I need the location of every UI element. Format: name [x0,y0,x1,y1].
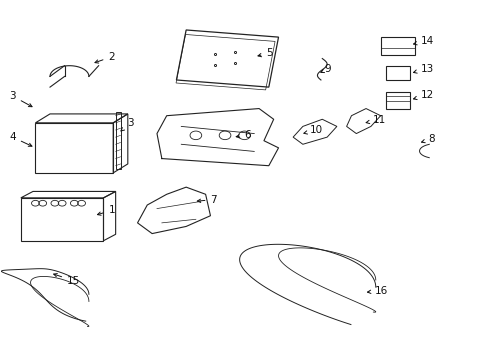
Text: 5: 5 [258,48,272,58]
Text: 15: 15 [54,274,80,286]
Text: 12: 12 [413,90,433,100]
Text: 9: 9 [320,64,331,74]
Text: 3: 3 [9,91,32,107]
Text: 11: 11 [366,115,385,125]
Text: 8: 8 [421,134,434,144]
Text: 10: 10 [303,125,323,135]
Text: 1: 1 [97,205,115,215]
Text: 14: 14 [413,36,433,46]
Text: 3: 3 [121,118,133,131]
Text: 7: 7 [197,195,217,204]
Text: 13: 13 [413,64,433,73]
Text: 4: 4 [9,132,32,146]
Text: 6: 6 [236,130,251,140]
Text: 16: 16 [366,286,387,296]
Text: 2: 2 [95,52,115,63]
